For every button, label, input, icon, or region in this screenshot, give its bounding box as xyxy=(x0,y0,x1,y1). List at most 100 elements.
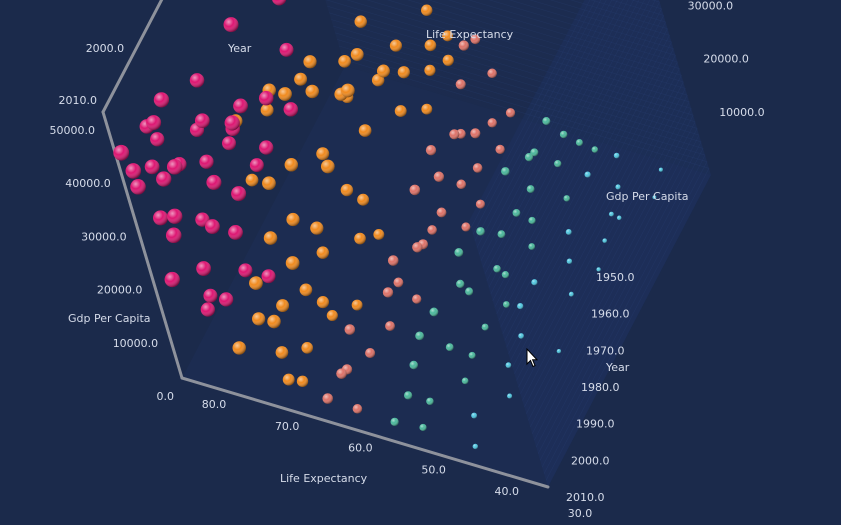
data-point xyxy=(455,79,466,90)
back-wall xyxy=(325,0,711,175)
z-axis-line xyxy=(101,0,164,114)
data-point xyxy=(461,222,471,232)
data-point xyxy=(219,292,234,307)
data-point xyxy=(249,158,264,173)
data-point xyxy=(524,153,534,162)
wall-line xyxy=(331,19,698,441)
data-point xyxy=(501,167,510,176)
far-z-tick-label: 2000.0 xyxy=(571,454,610,467)
data-point xyxy=(376,64,390,78)
data-point xyxy=(224,115,240,131)
data-point xyxy=(232,341,246,355)
data-point xyxy=(476,227,485,236)
data-point xyxy=(166,159,183,175)
wall-line xyxy=(333,25,700,448)
wall-line xyxy=(329,12,696,434)
data-point xyxy=(505,108,516,118)
plot-walls xyxy=(182,0,711,487)
data-point xyxy=(424,64,436,76)
wall-line xyxy=(508,0,674,361)
wall-line xyxy=(468,0,678,375)
data-point xyxy=(449,129,460,140)
data-point xyxy=(316,147,330,161)
data-point xyxy=(259,140,274,155)
data-point xyxy=(602,238,607,243)
wall-line xyxy=(327,5,694,428)
data-point xyxy=(424,39,437,52)
data-point xyxy=(336,368,347,379)
data-point xyxy=(305,84,319,99)
data-point xyxy=(493,264,501,273)
wall-line xyxy=(474,0,602,242)
data-point xyxy=(272,0,287,6)
x-tick-label: 50.0 xyxy=(421,463,446,476)
data-point xyxy=(512,209,521,217)
wall-line xyxy=(504,0,668,341)
data-point xyxy=(286,212,300,227)
wall-line xyxy=(502,0,667,335)
y-tick-label: 20000.0 xyxy=(97,284,143,297)
wall-line xyxy=(508,0,672,355)
data-point xyxy=(354,232,366,245)
data-point xyxy=(382,287,394,298)
wall-line xyxy=(496,0,661,315)
data-point xyxy=(206,174,222,190)
data-point xyxy=(365,347,376,359)
data-point xyxy=(357,193,370,206)
data-point xyxy=(267,314,281,329)
data-point xyxy=(303,55,317,69)
wall-line xyxy=(482,0,623,268)
data-point xyxy=(591,146,598,153)
wall-line xyxy=(506,0,670,348)
x-axis-line xyxy=(180,376,550,489)
wall-line xyxy=(486,0,634,282)
wall-line xyxy=(346,0,690,415)
data-point xyxy=(471,412,478,419)
wall-line xyxy=(472,0,596,235)
data-point xyxy=(566,258,573,264)
far-z-tick-label: 1970.0 xyxy=(586,344,625,357)
data-point xyxy=(456,179,466,190)
data-point xyxy=(260,103,274,117)
data-point xyxy=(445,343,454,351)
data-point xyxy=(263,231,278,245)
data-point xyxy=(542,117,551,125)
data-point xyxy=(326,309,338,322)
wall-line xyxy=(427,0,682,388)
x-axis-title: Life Expectancy xyxy=(280,472,368,485)
data-point xyxy=(475,199,485,209)
data-point xyxy=(470,34,481,45)
data-point xyxy=(531,279,538,286)
data-point xyxy=(393,277,404,288)
x-tick-label: 70.0 xyxy=(275,420,300,433)
data-point xyxy=(352,404,363,414)
tick-labels: 80.0 70.0 60.0 50.0 40.0 30.0 0.0 10000.0 20000.… xyxy=(50,0,765,520)
data-point xyxy=(194,113,210,129)
data-point xyxy=(565,228,572,235)
data-point xyxy=(497,230,506,238)
wall-line xyxy=(476,0,607,248)
wall-line xyxy=(488,0,640,288)
data-point xyxy=(340,183,354,197)
data-point xyxy=(354,15,367,28)
y-tick-label: 0.0 xyxy=(157,390,175,403)
data-point xyxy=(153,210,168,226)
data-point xyxy=(196,261,211,276)
data-point xyxy=(279,42,294,57)
data-point xyxy=(245,173,259,187)
data-point xyxy=(559,130,568,139)
data-point xyxy=(249,276,263,290)
data-point xyxy=(258,90,274,106)
data-point xyxy=(301,342,313,354)
data-point xyxy=(113,144,130,161)
x-tick-label: 60.0 xyxy=(348,442,373,455)
far-y-axis-title: Gdp Per Capita xyxy=(606,190,689,203)
data-point xyxy=(425,144,437,156)
wall-line xyxy=(387,0,686,401)
data-point xyxy=(294,72,308,86)
data-point xyxy=(351,299,363,311)
z-tick-label: 2000.0 xyxy=(86,42,125,55)
far-y-tick-label: 20000.0 xyxy=(703,53,749,66)
data-point xyxy=(223,17,239,33)
z-axis-title: Year xyxy=(227,42,252,55)
